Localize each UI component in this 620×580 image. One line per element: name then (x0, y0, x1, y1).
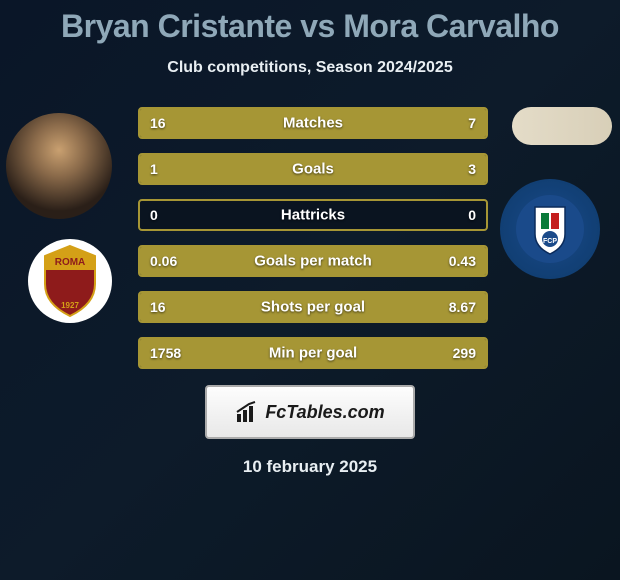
stat-value-left: 1 (150, 161, 158, 177)
stat-bars: 16 7 Matches 1 3 Goals 0 0 Hattricks 0.06 0.43 Goal… (138, 107, 488, 369)
page-subtitle: Club competitions, Season 2024/2025 (0, 59, 620, 77)
porto-crest-icon: FCP (515, 189, 585, 269)
roma-crest-icon: ROMA 1927 (40, 244, 100, 318)
stat-bar: 16 7 Matches (138, 107, 488, 139)
svg-text:ROMA: ROMA (55, 257, 86, 268)
stat-bar: 1758 299 Min per goal (138, 337, 488, 369)
svg-text:FCP: FCP (543, 238, 557, 245)
bar-fill-left (140, 109, 382, 137)
stat-value-left: 16 (150, 115, 166, 131)
stat-value-right: 299 (453, 345, 476, 361)
stat-bar: 1 3 Goals (138, 153, 488, 185)
date-text: 10 february 2025 (0, 457, 620, 477)
stat-value-left: 16 (150, 299, 166, 315)
stat-label: Goals per match (254, 253, 372, 270)
stat-value-left: 0.06 (150, 253, 177, 269)
stat-label: Shots per goal (261, 299, 365, 316)
stat-label: Goals (292, 161, 334, 178)
stat-value-right: 0 (468, 207, 476, 223)
stat-value-right: 3 (468, 161, 476, 177)
stat-label: Hattricks (281, 207, 345, 224)
club-right-badge: FCP (500, 179, 600, 279)
stat-bar: 0.06 0.43 Goals per match (138, 245, 488, 277)
stat-value-right: 7 (468, 115, 476, 131)
brand-text: FcTables.com (265, 402, 384, 423)
stat-value-left: 0 (150, 207, 158, 223)
stat-value-left: 1758 (150, 345, 181, 361)
chart-icon (235, 400, 259, 424)
stat-label: Matches (283, 115, 343, 132)
stat-label: Min per goal (269, 345, 357, 362)
player-right-avatar (512, 107, 612, 145)
player-left-avatar (6, 113, 112, 219)
stat-bar: 0 0 Hattricks (138, 199, 488, 231)
stat-value-right: 8.67 (449, 299, 476, 315)
svg-text:1927: 1927 (61, 301, 79, 310)
comparison-panel: ROMA 1927 FCP 16 7 Matches 1 3 Goals 0 0 Hattric… (0, 107, 620, 369)
brand-badge[interactable]: FcTables.com (205, 385, 415, 439)
stat-bar: 16 8.67 Shots per goal (138, 291, 488, 323)
club-left-badge: ROMA 1927 (28, 239, 112, 323)
bar-fill-right (227, 155, 487, 183)
stat-value-right: 0.43 (449, 253, 476, 269)
page-title: Bryan Cristante vs Mora Carvalho (0, 0, 620, 45)
